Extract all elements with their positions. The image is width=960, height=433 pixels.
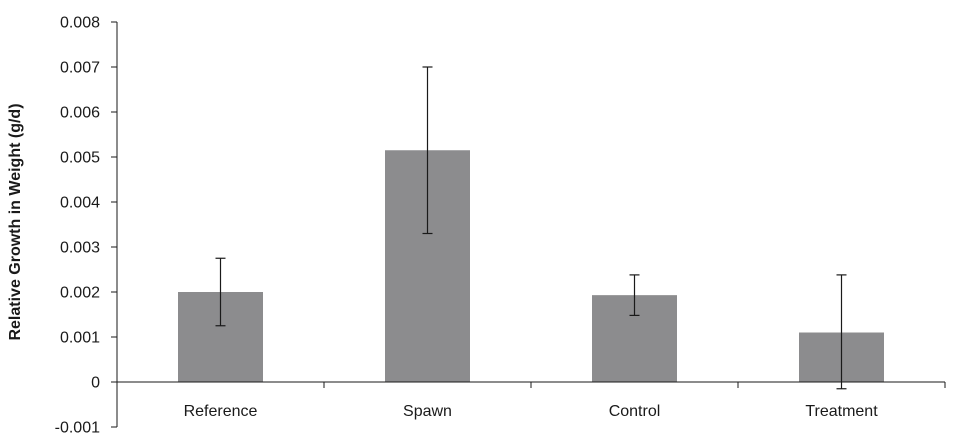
error-bar-treatment	[836, 274, 847, 390]
y-tick-label: 0.002	[60, 285, 100, 302]
x-tick-label: Control	[609, 403, 661, 420]
bars-layer	[178, 150, 884, 382]
y-tick-label: 0.005	[60, 150, 100, 167]
error-bar-spawn	[422, 66, 433, 235]
x-tick-label: Reference	[184, 403, 258, 420]
x-tick-label: Spawn	[403, 403, 452, 420]
y-tick-label: 0	[91, 375, 100, 392]
y-tick-label: 0.003	[60, 240, 100, 257]
y-tick-label: -0.001	[55, 420, 100, 433]
error-bar-reference	[215, 257, 226, 327]
y-tick-label: 0.001	[60, 330, 100, 347]
y-axis-title: Relative Growth in Weight (g/d)	[7, 103, 24, 340]
error-bar-control	[629, 274, 640, 316]
y-tick-label: 0.004	[60, 195, 100, 212]
y-tick-label: 0.008	[60, 15, 100, 32]
axes-layer	[111, 21, 946, 428]
error-bars-layer	[215, 66, 847, 390]
y-tick-label: 0.006	[60, 105, 100, 122]
labels-layer: -0.001 0 0.001 0.002 0.003 0.004 0.005 0.006 0.0…	[55, 15, 879, 433]
x-tick-label: Treatment	[805, 403, 878, 420]
y-tick-label: 0.007	[60, 60, 100, 77]
